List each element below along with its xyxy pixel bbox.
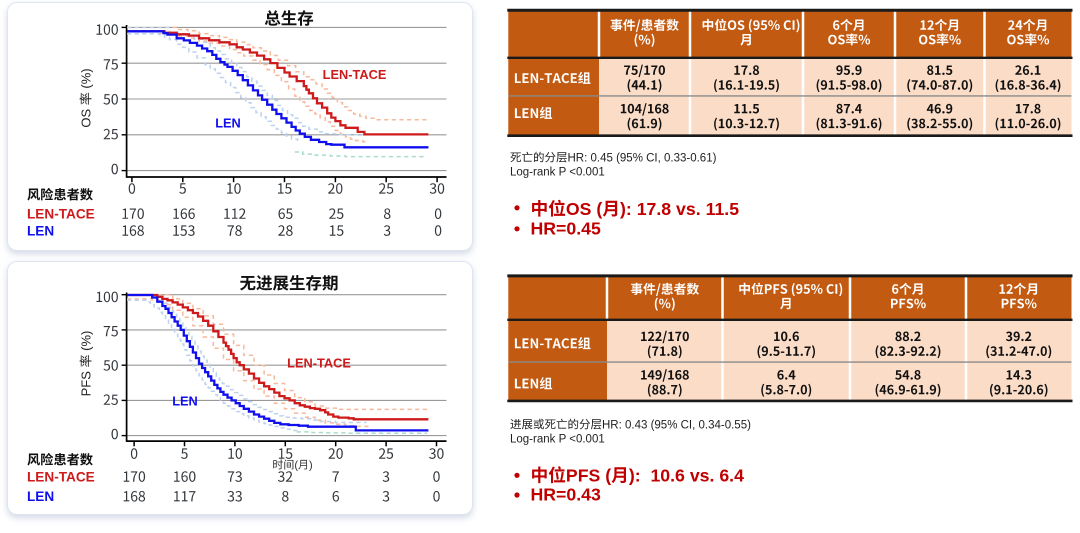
svg-text:CI,: CI,	[681, 419, 696, 431]
svg-text:17.8: 17.8	[637, 199, 672, 219]
svg-text:(: (	[605, 466, 611, 486]
svg-text:LEN-TACE: LEN-TACE	[287, 355, 351, 370]
svg-text:HR=0.43: HR=0.43	[531, 485, 601, 505]
svg-text:HR=0.45: HR=0.45	[531, 219, 601, 239]
svg-text:Log-rank P <0.001: Log-rank P <0.001	[510, 433, 605, 445]
svg-text:0.45: 0.45	[591, 152, 613, 164]
svg-text:HR:: HR:	[568, 152, 588, 164]
svg-text:LEN-TACE: LEN-TACE	[323, 67, 387, 82]
svg-text:PFS: PFS	[79, 371, 94, 397]
svg-text:(: (	[294, 460, 298, 472]
svg-text:Log-rank P <0.001: Log-rank P <0.001	[510, 166, 605, 178]
svg-text:(95%: (95%	[651, 419, 678, 431]
svg-text:vs.: vs.	[690, 466, 715, 486]
svg-text:10.6: 10.6	[650, 466, 685, 486]
svg-text:LEN: LEN	[172, 393, 198, 408]
svg-text:LEN-TACE: LEN-TACE	[27, 469, 95, 484]
svg-text:): )	[309, 460, 313, 472]
svg-text:LEN-TACE: LEN-TACE	[27, 207, 95, 222]
svg-text:(%): (%)	[79, 331, 94, 351]
svg-text:LEN: LEN	[215, 116, 241, 131]
svg-text:(: (	[596, 199, 602, 219]
svg-text:OS: OS	[566, 199, 592, 219]
svg-text:0.43: 0.43	[625, 419, 647, 431]
svg-text:6.4: 6.4	[719, 466, 744, 486]
svg-text:PFS: PFS	[566, 466, 601, 486]
svg-text:0.33-0.61): 0.33-0.61)	[664, 152, 717, 164]
svg-text:LEN: LEN	[27, 489, 54, 504]
svg-text:OS: OS	[79, 108, 94, 127]
svg-text:(%): (%)	[79, 68, 94, 88]
svg-text:CI,: CI,	[646, 152, 661, 164]
svg-text:):: ):	[620, 199, 632, 219]
svg-text:vs.: vs.	[676, 199, 701, 219]
svg-text:0.34-0.55): 0.34-0.55)	[699, 419, 752, 431]
svg-text:(95%: (95%	[616, 152, 643, 164]
svg-text:):: ):	[629, 466, 641, 486]
svg-text:11.5: 11.5	[706, 199, 740, 219]
svg-text:HR:: HR:	[602, 419, 622, 431]
svg-text:LEN: LEN	[27, 223, 54, 238]
